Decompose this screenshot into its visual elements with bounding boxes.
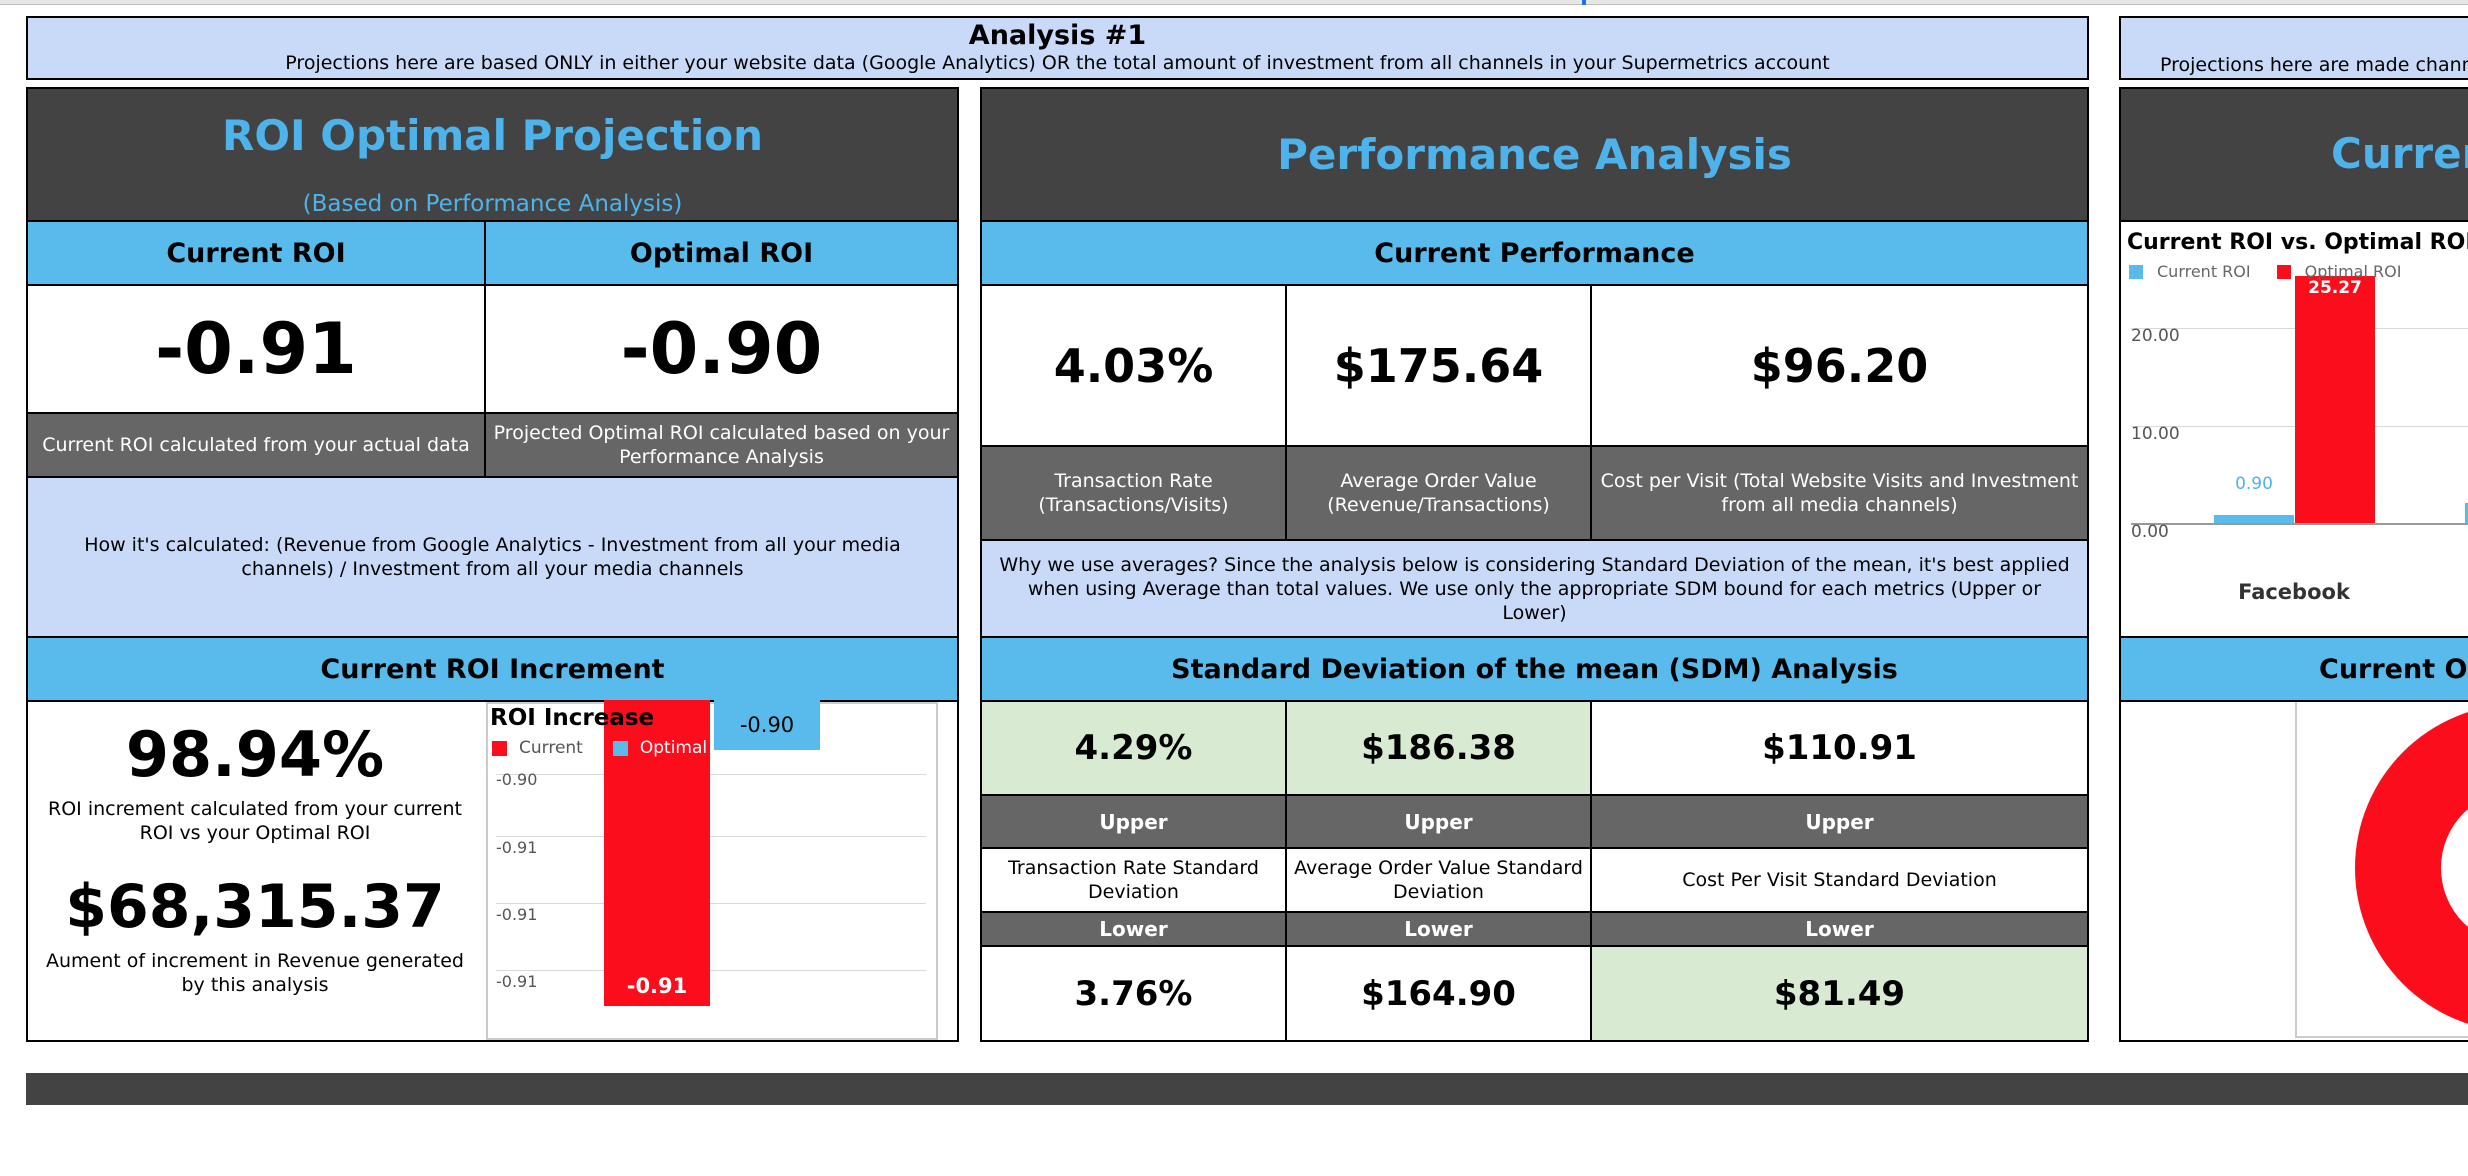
- cmp-chart-axis: [2131, 523, 2468, 525]
- sdm-upper-label: Upper: [1590, 794, 2089, 849]
- revenue-increment-value: $68,315.37: [65, 872, 445, 942]
- cmp-chart-category: Facebook: [2238, 580, 2350, 604]
- sheet-top-edge: [0, 0, 2468, 5]
- bottom-bar: [26, 1073, 2468, 1105]
- roi-increment-pct: 98.94%: [125, 718, 385, 791]
- cmp-chart-bar-optimal: [2295, 276, 2375, 523]
- sdm-name-cpv: Cost Per Visit Standard Deviation: [1590, 847, 2089, 913]
- transaction-rate-label: Transaction Rate (Transactions/Visits): [980, 445, 1287, 541]
- sdm-lower-aov: $164.90: [1285, 945, 1592, 1042]
- current-roi-desc: Current ROI calculated from your actual …: [26, 412, 486, 478]
- right-title: Curren: [2331, 129, 2468, 178]
- cmp-chart-tick: 10.00: [2131, 424, 2180, 444]
- sdm-upper-transaction: 4.29%: [980, 700, 1287, 796]
- sdm-upper-cpv: $110.91: [1590, 700, 2089, 796]
- legend-label-current: Current: [519, 738, 583, 758]
- sdm-lower-label: Lower: [1590, 911, 2089, 947]
- donut-frame: [2295, 702, 2468, 1038]
- right-bottom-header: Current Opt: [2119, 636, 2468, 702]
- sheet-selection-marker: [1582, 0, 1586, 5]
- cmp-chart-bar-current: [2214, 515, 2294, 523]
- cmp-legend-swatch-optimal: [2276, 264, 2291, 279]
- optimal-share-chart[interactable]: [2119, 700, 2468, 1042]
- sdm-upper-label: Upper: [980, 794, 1287, 849]
- roi-chart-gridline: [496, 836, 926, 837]
- roi-subtitle: (Based on Performance Analysis): [302, 191, 683, 217]
- roi-chart-title: ROI Increase: [490, 705, 655, 731]
- performance-title: Performance Analysis: [1277, 130, 1792, 179]
- analysis-header: Analysis #1 Projections here are based O…: [26, 16, 2089, 80]
- roi-chart-gridline: [496, 903, 926, 904]
- cmp-chart-label-optimal: 25.27: [2308, 278, 2362, 298]
- roi-increase-chart[interactable]: -0.90 -0.91 -0.91 -0.91 -0.91 -0.90 ROI …: [486, 700, 938, 1040]
- performance-title-block: Performance Analysis: [980, 87, 2089, 222]
- cost-per-visit-label: Cost per Visit (Total Website Visits and…: [1590, 445, 2089, 541]
- cmp-chart-tick: 0.00: [2131, 522, 2169, 542]
- roi-chart-bar-optimal: [714, 700, 820, 750]
- roi-title: ROI Optimal Projection: [221, 111, 764, 160]
- cmp-legend-label-current: Current ROI: [2157, 262, 2251, 281]
- sdm-header: Standard Deviation of the mean (SDM) Ana…: [980, 636, 2089, 702]
- sdm-lower-transaction: 3.76%: [980, 945, 1287, 1042]
- roi-chart-tick: -0.91: [496, 838, 538, 857]
- sdm-lower-cpv: $81.49: [1590, 945, 2089, 1042]
- roi-chart-tick: -0.91: [496, 972, 538, 991]
- current-roi-header: Current ROI: [26, 220, 486, 286]
- roi-chart-label-optimal: -0.90: [739, 713, 795, 737]
- sdm-upper-label: Upper: [1285, 794, 1592, 849]
- optimal-roi-desc: Projected Optimal ROI calculated based o…: [484, 412, 959, 478]
- roi-comparison-chart[interactable]: 20.00 10.00 0.00 0.90 25.27 Facebook Cur…: [2119, 220, 2468, 638]
- roi-title-block: ROI Optimal Projection (Based on Perform…: [26, 87, 959, 222]
- roi-chart-legend: Current Optimal: [492, 738, 707, 758]
- sdm-lower-label: Lower: [1285, 911, 1592, 947]
- legend-label-optimal: Optimal: [639, 738, 708, 758]
- cost-per-visit-value: $96.20: [1590, 284, 2089, 447]
- roi-chart-tick: -0.91: [496, 905, 538, 924]
- analysis-header-right: Projections here are made channel: [2119, 16, 2468, 80]
- cmp-legend-swatch-current: [2129, 264, 2143, 279]
- roi-increment-pct-desc: ROI increment calculated from your curre…: [48, 798, 462, 844]
- legend-swatch-optimal: [612, 740, 628, 756]
- cmp-chart-bar-next: [2465, 503, 2468, 523]
- roi-chart-gridline: [496, 970, 926, 971]
- cmp-legend-label-optimal: Optimal ROI: [2304, 262, 2402, 281]
- roi-increment-header: Current ROI Increment: [26, 636, 959, 702]
- legend-swatch-current: [492, 740, 507, 756]
- cmp-chart-legend: Current ROI Optimal ROI: [2129, 262, 2401, 281]
- donut-slice-current: [2355, 712, 2468, 1024]
- avg-order-value: $175.64: [1285, 284, 1592, 447]
- analysis-title: Analysis #1: [968, 20, 1147, 51]
- roi-chart-tick: -0.90: [496, 770, 538, 789]
- avg-order-label: Average Order Value (Revenue/Transaction…: [1285, 445, 1592, 541]
- sdm-lower-label: Lower: [980, 911, 1287, 947]
- analysis-subtitle-right: Projections here are made channel: [2160, 54, 2468, 76]
- analysis-subtitle: Projections here are based ONLY in eithe…: [285, 52, 1830, 74]
- roi-chart-gridline: [496, 774, 926, 775]
- sdm-name-aov: Average Order Value Standard Deviation: [1285, 847, 1592, 913]
- right-title-block: Curren: [2119, 87, 2468, 222]
- roi-how-calculated: How it's calculated: (Revenue from Googl…: [26, 476, 959, 638]
- why-averages: Why we use averages? Since the analysis …: [980, 539, 2089, 638]
- right-bottom-header-label: Current Opt: [2319, 654, 2468, 685]
- transaction-rate-value: 4.03%: [980, 284, 1287, 447]
- optimal-roi-value: -0.90: [484, 284, 959, 414]
- cmp-chart-label-current: 0.90: [2235, 474, 2273, 494]
- cmp-chart-title: Current ROI vs. Optimal ROI: [2127, 230, 2468, 255]
- donut-chart: [2355, 712, 2468, 1024]
- optimal-roi-header: Optimal ROI: [484, 220, 959, 286]
- cmp-chart-tick: 20.00: [2131, 326, 2180, 346]
- sdm-name-transaction: Transaction Rate Standard Deviation: [980, 847, 1287, 913]
- current-roi-value: -0.91: [26, 284, 486, 414]
- current-performance-header: Current Performance: [980, 220, 2089, 286]
- roi-chart-label-current: -0.91: [626, 974, 688, 998]
- sdm-upper-aov: $186.38: [1285, 700, 1592, 796]
- revenue-increment-desc: Aument of increment in Revenue generated…: [46, 950, 464, 996]
